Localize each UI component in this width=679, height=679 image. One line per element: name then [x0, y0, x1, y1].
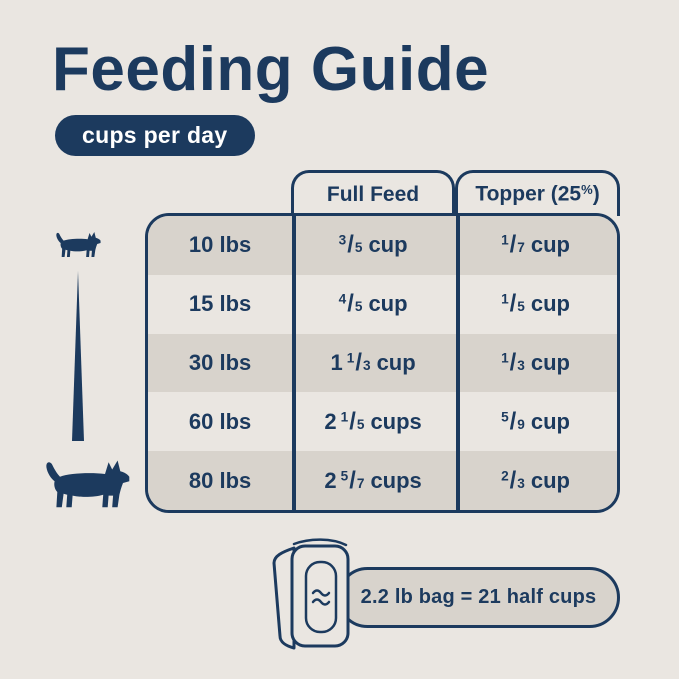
- weight-cell: 15 lbs: [188, 291, 252, 317]
- full-feed-label: Full Feed: [326, 182, 420, 206]
- bag-yield-note: 2.2 lb bag = 21 half cups: [337, 567, 620, 628]
- size-taper-line: [72, 271, 84, 441]
- topper-cell: 5/9 cup: [501, 407, 570, 435]
- small-dog-icon: [56, 232, 101, 257]
- percent-superscript: %: [581, 182, 593, 198]
- table-row: 30 lbs 1 1/3 cup 1/3 cup: [148, 333, 617, 393]
- column-header-topper: Topper (25%): [455, 170, 620, 216]
- full-feed-cell: 2 5/7 cups: [324, 466, 422, 494]
- topper-cell: 2/3 cup: [501, 466, 570, 494]
- column-divider-1: [292, 216, 296, 510]
- topper-cell: 1/7 cup: [501, 231, 570, 259]
- full-feed-cell: 1 1/3 cup: [330, 348, 416, 376]
- table-row: 60 lbs 2 1/5 cups 5/9 cup: [148, 392, 617, 451]
- food-bag-icon: [272, 538, 350, 650]
- full-feed-cell: 2 1/5 cups: [324, 407, 422, 435]
- weight-cell: 10 lbs: [188, 232, 252, 258]
- feeding-table: Full Feed Topper (25%) 10 lbs 3/5 cup 1/7 cu…: [145, 170, 620, 513]
- full-feed-cell: 4/5 cup: [338, 290, 408, 318]
- column-divider-2: [456, 216, 460, 510]
- topper-label: Topper (25%): [475, 182, 600, 206]
- table-row: 80 lbs 2 5/7 cups 2/3 cup: [148, 451, 617, 510]
- weight-cell: 80 lbs: [188, 467, 252, 493]
- table-row: 15 lbs 4/5 cup 1/5 cup: [148, 275, 617, 334]
- cups-per-day-badge: cups per day: [55, 115, 255, 156]
- feeding-table-body: 10 lbs 3/5 cup 1/7 cup 15 lbs 4/5 cup 1/5 cup 30 l…: [145, 213, 620, 513]
- bag-yield-text: 2.2 lb bag = 21 half cups: [360, 586, 597, 608]
- topper-cell: 1/5 cup: [501, 290, 570, 318]
- full-feed-cell: 3/5 cup: [338, 231, 408, 259]
- weight-cell: 30 lbs: [188, 349, 252, 375]
- page-title: Feeding Guide: [52, 35, 490, 104]
- weight-cell: 60 lbs: [188, 408, 252, 434]
- table-row: 10 lbs 3/5 cup 1/7 cup: [148, 216, 617, 275]
- column-header-full-feed: Full Feed: [291, 170, 455, 216]
- topper-cell: 1/3 cup: [501, 348, 570, 376]
- large-dog-icon: [46, 460, 130, 508]
